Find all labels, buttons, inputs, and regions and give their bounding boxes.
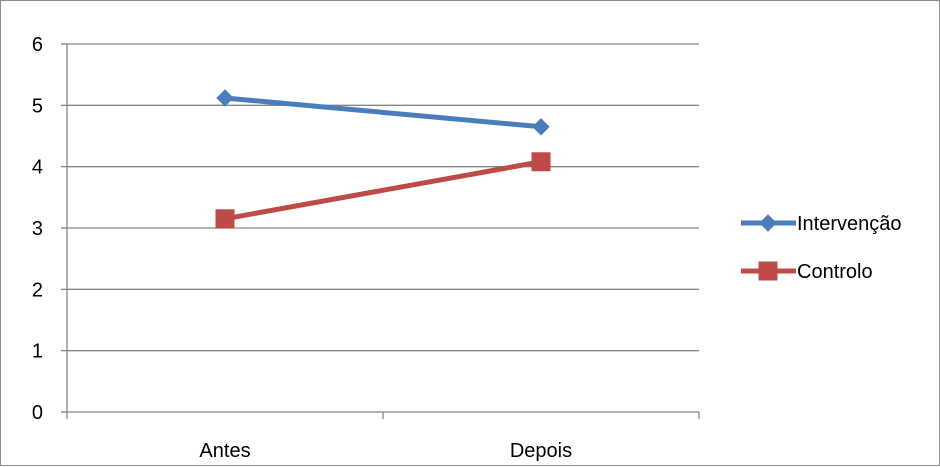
axes [61,43,700,419]
series-plot [215,89,551,229]
series-line-controlo [224,159,542,222]
gridlines [67,43,699,352]
data-point-interven-o-antes [216,89,234,107]
y-tick-label: 4 [32,157,43,179]
series-line-interven-o [224,95,542,130]
legend-label-interven-o: Intervenção [797,213,902,235]
y-tick-label: 2 [32,279,43,301]
legend-item-controlo: Controlo [741,261,873,283]
x-tick-label-antes: Antes [199,440,250,462]
series-interven-o [216,89,550,136]
legend: Intervenção Controlo [741,213,902,283]
x-tick-label-depois: Depois [510,440,572,462]
x-axis-tick-labels: Antes Depois [199,440,572,462]
data-point-controlo-antes [215,209,235,229]
y-axis-tick-labels: 0 1 2 3 4 5 6 [32,34,43,424]
y-tick-label: 0 [32,402,43,424]
y-tick-label: 5 [32,95,43,117]
legend-item-interven-o: Intervenção [741,213,902,235]
legend-label-controlo: Controlo [797,261,873,283]
y-tick-label: 1 [32,341,43,363]
y-tick-label: 3 [32,218,43,240]
legend-marker-controlo [758,261,778,281]
y-tick-label: 6 [32,34,43,56]
data-point-interven-o-depois [532,118,550,136]
data-point-controlo-depois [531,152,551,172]
legend-marker-interven-o [759,214,777,232]
series-controlo [215,152,551,229]
